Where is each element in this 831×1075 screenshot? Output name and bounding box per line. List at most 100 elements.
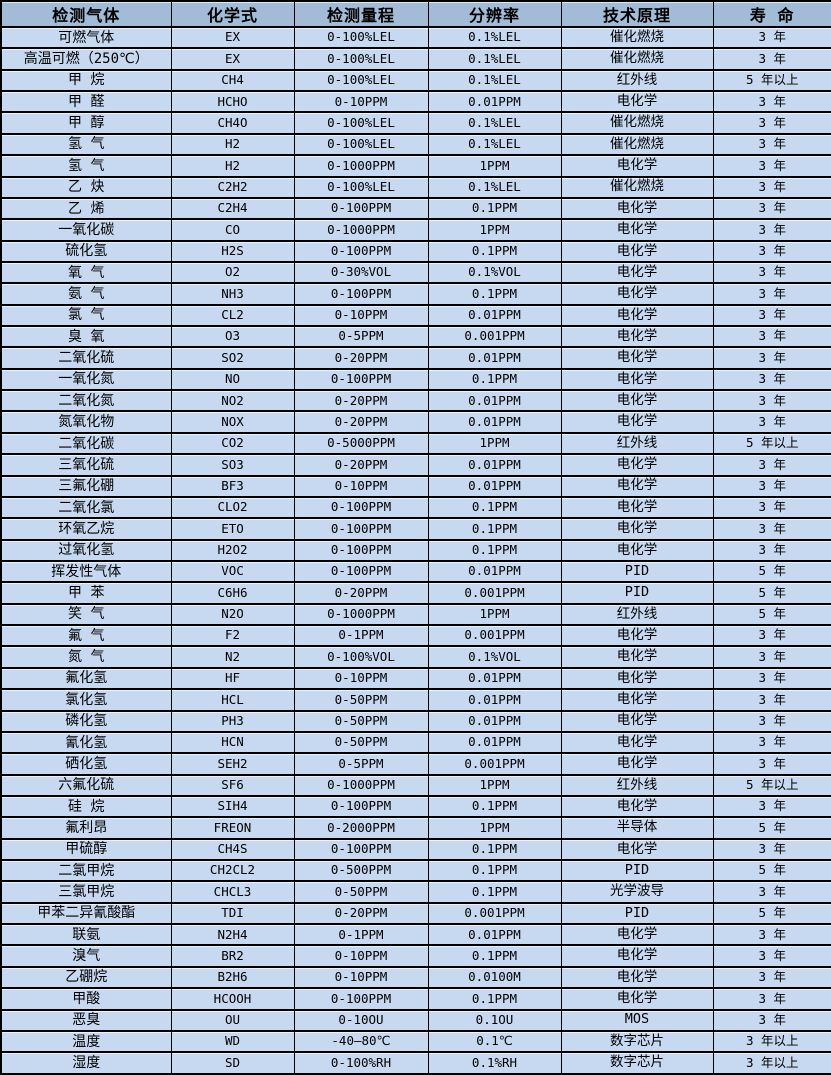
formula-cell: H2O2 <box>170 538 295 562</box>
gas-name-cell: 三氟化硼 <box>0 474 172 498</box>
range-cell: 0-10OU <box>293 1008 429 1032</box>
resolution-cell: 0.1PPM <box>427 239 562 263</box>
range-cell: 0-10PPM <box>293 944 429 968</box>
resolution-cell: 0.1PPM <box>427 987 562 1011</box>
principle-cell: 电化学 <box>560 260 714 284</box>
resolution-cell: 0.01PPM <box>427 559 562 583</box>
column-header-formula: 化学式 <box>170 0 295 28</box>
gas-name-cell: 二氧化碳 <box>0 431 172 455</box>
range-cell: 0-20PPM <box>293 453 429 477</box>
table-row: 硅 烷 SIH4 0-100PPM 0.1PPM 电化学 3 年 <box>0 794 831 818</box>
principle-cell: 电化学 <box>560 154 714 178</box>
formula-cell: TDI <box>170 901 295 925</box>
range-cell: 0-50PPM <box>293 709 429 733</box>
formula-cell: HCN <box>170 730 295 754</box>
principle-cell: 电化学 <box>560 923 714 946</box>
formula-cell: HCHO <box>170 90 295 113</box>
resolution-cell: 0.1PPM <box>427 196 562 220</box>
table-row: 氯 气 CL2 0-10PPM 0.01PPM 电化学 3 年 <box>0 303 831 327</box>
principle-cell: 电化学 <box>560 218 714 242</box>
range-cell: 0-500PPM <box>293 858 429 882</box>
principle-cell: 电化学 <box>560 410 714 434</box>
table-row: 甲 醛 HCHO 0-10PPM 0.01PPM 电化学 3 年 <box>0 90 831 113</box>
resolution-cell: 0.01PPM <box>427 453 562 477</box>
range-cell: 0-2000PPM <box>293 816 429 840</box>
column-header-lifespan: 寿 命 <box>712 0 831 28</box>
formula-cell: NOX <box>170 410 295 434</box>
principle-cell: 电化学 <box>560 752 714 776</box>
gas-name-cell: 可燃气体 <box>0 25 172 49</box>
range-cell: 0-100%LEL <box>293 175 429 199</box>
table-row: 氢 气 H2 0-1000PPM 1PPM 电化学 3 年 <box>0 154 831 178</box>
formula-cell: N2O <box>170 602 295 626</box>
gas-name-cell: 氧 气 <box>0 260 172 284</box>
formula-cell: N2 <box>170 645 295 669</box>
resolution-cell: 0.001PPM <box>427 624 562 647</box>
table-row: 硒化氢 SEH2 0-5PPM 0.001PPM 电化学 3 年 <box>0 752 831 776</box>
lifespan-cell: 5 年以上 <box>712 68 831 92</box>
range-cell: 0-100%LEL <box>293 111 429 135</box>
formula-cell: H2 <box>170 132 295 156</box>
gas-name-cell: 二氧化氯 <box>0 495 172 519</box>
principle-cell: 电化学 <box>560 367 714 391</box>
principle-cell: 催化燃烧 <box>560 175 714 199</box>
range-cell: 0-30%VOL <box>293 260 429 284</box>
gas-name-cell: 氰化氢 <box>0 730 172 754</box>
table-row: 高温可燃（250℃） EX 0-100%LEL 0.1%LEL 催化燃烧 3 年 <box>0 47 831 71</box>
resolution-cell: 0.1%VOL <box>427 260 562 284</box>
resolution-cell: 0.01PPM <box>427 666 562 690</box>
resolution-cell: 0.001PPM <box>427 901 562 925</box>
range-cell: 0-5PPM <box>293 752 429 776</box>
lifespan-cell: 3 年 <box>712 239 831 263</box>
formula-cell: VOC <box>170 559 295 583</box>
gas-name-cell: 乙硼烷 <box>0 965 172 989</box>
table-row: 氯化氢 HCL 0-50PPM 0.01PPM 电化学 3 年 <box>0 688 831 712</box>
formula-cell: CO <box>170 218 295 242</box>
resolution-cell: 1PPM <box>427 154 562 178</box>
range-cell: 0-100PPM <box>293 196 429 220</box>
formula-cell: SEH2 <box>170 752 295 776</box>
lifespan-cell: 3 年 <box>712 794 831 818</box>
formula-cell: PH3 <box>170 709 295 733</box>
lifespan-cell: 3 年 <box>712 90 831 113</box>
lifespan-cell: 3 年 <box>712 730 831 754</box>
gas-name-cell: 氯 气 <box>0 303 172 327</box>
lifespan-cell: 3 年 <box>712 666 831 690</box>
lifespan-cell: 3 年 <box>712 111 831 135</box>
formula-cell: ETO <box>170 517 295 541</box>
lifespan-cell: 3 年 <box>712 752 831 776</box>
lifespan-cell: 3 年 <box>712 944 831 968</box>
principle-cell: 数字芯片 <box>560 1051 714 1075</box>
table-row: 三氯甲烷 CHCL3 0-50PPM 0.1PPM 光学波导 3 年 <box>0 880 831 904</box>
formula-cell: CL2 <box>170 303 295 327</box>
table-row: 二氧化氮 NO2 0-20PPM 0.01PPM 电化学 3 年 <box>0 389 831 412</box>
resolution-cell: 0.1%LEL <box>427 175 562 199</box>
principle-cell: 电化学 <box>560 90 714 113</box>
range-cell: 0-100%RH <box>293 1051 429 1075</box>
lifespan-cell: 3 年以上 <box>712 1051 831 1075</box>
table-row: 二氧化碳 CO2 0-5000PPM 1PPM 红外线 5 年以上 <box>0 431 831 455</box>
gas-name-cell: 乙 炔 <box>0 175 172 199</box>
formula-cell: EX <box>170 25 295 49</box>
principle-cell: 红外线 <box>560 773 714 797</box>
principle-cell: 电化学 <box>560 944 714 968</box>
resolution-cell: 0.1%RH <box>427 1051 562 1075</box>
table-row: 一氧化氮 NO 0-100PPM 0.1PPM 电化学 3 年 <box>0 367 831 391</box>
range-cell: 0-20PPM <box>293 346 429 370</box>
table-row: 氧 气 O2 0-30%VOL 0.1%VOL 电化学 3 年 <box>0 260 831 284</box>
column-header-gas: 检测气体 <box>0 0 172 28</box>
gas-name-cell: 氮 气 <box>0 645 172 669</box>
principle-cell: 催化燃烧 <box>560 47 714 71</box>
resolution-cell: 0.1PPM <box>427 944 562 968</box>
gas-name-cell: 甲 醛 <box>0 90 172 113</box>
principle-cell: 电化学 <box>560 645 714 669</box>
gas-name-cell: 氯化氢 <box>0 688 172 712</box>
principle-cell: 电化学 <box>560 474 714 498</box>
formula-cell: NO2 <box>170 389 295 412</box>
principle-cell: 电化学 <box>560 389 714 412</box>
table-row: 乙 炔 C2H2 0-100%LEL 0.1%LEL 催化燃烧 3 年 <box>0 175 831 199</box>
lifespan-cell: 3 年 <box>712 25 831 49</box>
principle-cell: 电化学 <box>560 688 714 712</box>
lifespan-cell: 3 年 <box>712 303 831 327</box>
principle-cell: 电化学 <box>560 196 714 220</box>
